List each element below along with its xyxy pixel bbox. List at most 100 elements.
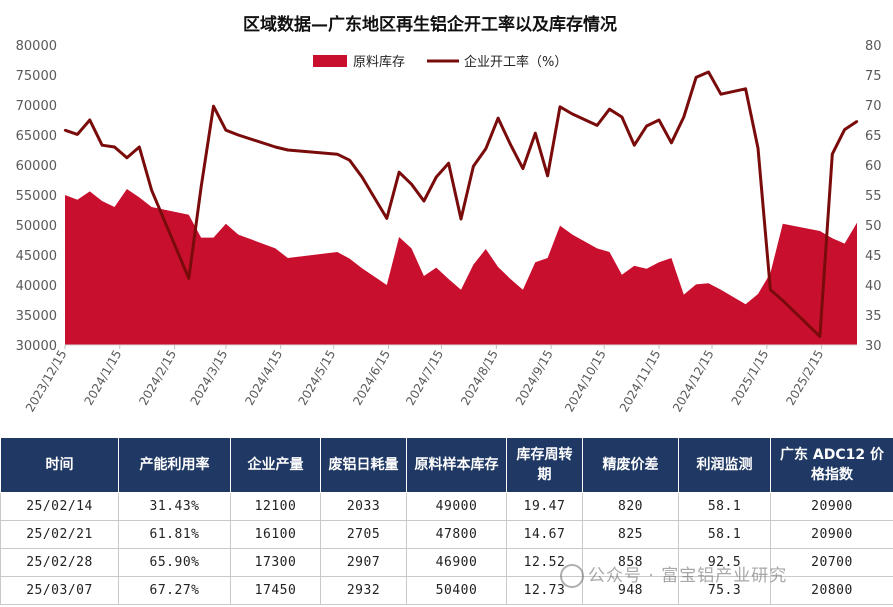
- right-axis-tick-label: 80: [865, 39, 882, 54]
- table-cell: 67.27%: [118, 576, 231, 605]
- header-raw-material-inventory: 原料样本库存: [406, 437, 507, 493]
- table-cell: 948: [582, 576, 679, 605]
- utilization-point: [422, 199, 426, 203]
- data-table-area: 时间 产能利用率 企业产量 废铝日耗量 原料样本库存 库存周转期 精废价差 利润…: [0, 437, 893, 607]
- plot-area: 80000 75000 70000 65000 60000 55000 50000 45000…: [16, 39, 882, 414]
- legend-swatch-inventory: [313, 55, 347, 67]
- utilization-point: [385, 217, 388, 220]
- utilization-point: [595, 124, 599, 127]
- utilization-point: [435, 175, 438, 179]
- chart-area: 区域数据—广东地区再生铝企开工率以及库存情况 原料库存 企业开工率（%） 800…: [16, 14, 882, 414]
- x-axis-tick-label: 2025/2/15: [783, 348, 826, 408]
- utilization-point: [397, 171, 401, 174]
- table-cell: 2932: [320, 576, 407, 605]
- table-cell: 16100: [230, 520, 321, 549]
- x-axis-tick-label: 2024/12/15: [670, 348, 717, 415]
- left-axis-tick-label: 50000: [16, 219, 57, 234]
- x-axis-tick-label: 2024/2/15: [136, 348, 179, 408]
- utilization-point: [843, 128, 846, 131]
- header-output: 企业产量: [230, 437, 321, 493]
- utilization-point: [484, 147, 487, 150]
- utilization-point: [719, 93, 723, 96]
- header-inventory-turnover: 库存周转期: [506, 437, 583, 493]
- utilization-point: [150, 189, 153, 192]
- right-axis-tick-label: 30: [865, 339, 882, 354]
- utilization-point: [125, 156, 129, 159]
- data-table: 时间 产能利用率 企业产量 废铝日耗量 原料样本库存 库存周转期 精废价差 利润…: [0, 437, 893, 605]
- utilization-point: [360, 175, 364, 179]
- x-axis-tick-label: 2024/4/15: [242, 348, 285, 408]
- right-axis-tick-label: 55: [865, 189, 882, 204]
- table-cell: 58.1: [678, 520, 771, 549]
- utilization-point: [509, 143, 512, 146]
- table-cell: 12.73: [506, 576, 583, 605]
- utilization-point: [138, 145, 141, 149]
- utilization-point: [286, 148, 289, 152]
- utilization-point: [694, 76, 698, 79]
- utilization-point: [546, 174, 549, 177]
- utilization-point: [472, 165, 475, 168]
- utilization-point: [496, 117, 500, 120]
- right-axis-tick-label: 45: [865, 249, 882, 264]
- table-header-row: 时间 产能利用率 企业产量 废铝日耗量 原料样本库存 库存周转期 精废价差 利润…: [0, 437, 893, 493]
- header-profit-monitor: 利润监测: [678, 437, 771, 493]
- utilization-point: [620, 115, 624, 119]
- utilization-point: [645, 124, 648, 128]
- table-cell: 825: [582, 520, 679, 549]
- table-cell: 25/02/14: [0, 492, 119, 521]
- table-cell: 14.67: [506, 520, 583, 549]
- utilization-point: [224, 129, 228, 132]
- x-axis-tick-label: 2024/6/15: [350, 348, 393, 408]
- table-cell: 61.81%: [118, 520, 231, 549]
- inventory-area: [65, 189, 857, 345]
- utilization-point: [831, 152, 834, 156]
- utilization-point: [855, 120, 859, 123]
- table-cell: 50400: [406, 576, 507, 605]
- x-axis-tick-label: 2025/1/15: [729, 348, 772, 408]
- utilization-point: [521, 167, 525, 170]
- table-cell: 820: [582, 492, 679, 521]
- utilization-point: [558, 105, 562, 109]
- table-cell: 12.52: [506, 548, 583, 577]
- x-axis-tick-label: 2024/1/15: [82, 348, 125, 408]
- table-cell: 20900: [770, 520, 893, 549]
- table-cell: 49000: [406, 492, 507, 521]
- table-cell: 65.90%: [118, 548, 231, 577]
- utilization-point: [410, 183, 413, 186]
- table-cell: 75.3: [678, 576, 771, 605]
- table-row: 25/03/07 67.27% 17450 2932 50400 12.73 9…: [0, 576, 893, 605]
- utilization-point: [657, 118, 661, 122]
- table-row: 25/02/21 61.81% 16100 2705 47800 14.67 8…: [0, 520, 893, 549]
- table-cell: 17300: [230, 548, 321, 577]
- utilization-point: [769, 288, 772, 291]
- table-cell: 2033: [320, 492, 407, 521]
- chart-svg: 区域数据—广东地区再生铝企开工率以及库存情况 原料库存 企业开工率（%） 800…: [16, 14, 882, 414]
- right-axis-tick-label: 75: [865, 69, 882, 84]
- utilization-point: [76, 133, 79, 136]
- table-cell: 12100: [230, 492, 321, 521]
- x-axis-tick-label: 2024/8/15: [458, 348, 501, 408]
- utilization-point: [199, 186, 203, 189]
- utilization-point: [100, 144, 104, 147]
- left-axis-tick-label: 75000: [16, 69, 57, 84]
- table-cell: 46900: [406, 548, 507, 577]
- table-cell: 47800: [406, 520, 507, 549]
- legend-label-inventory: 原料库存: [353, 54, 405, 70]
- right-axis-tick-label: 35: [865, 309, 882, 324]
- chart-title: 区域数据—广东地区再生铝企开工率以及库存情况: [243, 14, 617, 35]
- utilization-point: [756, 147, 760, 150]
- utilization-point: [237, 133, 240, 137]
- legend-label-rate: 企业开工率（%）: [464, 54, 567, 70]
- utilization-point: [818, 335, 822, 338]
- table-row: 25/02/28 65.90% 17300 2907 46900 12.52 8…: [0, 548, 893, 577]
- header-daily-scrap-consumption: 废铝日耗量: [320, 437, 407, 493]
- utilization-point: [571, 112, 574, 116]
- left-axis-tick-label: 55000: [16, 189, 57, 204]
- left-axis-tick-label: 60000: [16, 159, 57, 174]
- table-cell: 92.5: [678, 548, 771, 577]
- table-cell: 858: [582, 548, 679, 577]
- x-axis-tick-label: 2024/11/15: [617, 348, 664, 415]
- utilization-point: [187, 277, 190, 280]
- utilization-point: [63, 129, 67, 132]
- x-axis-tick-label: 2024/9/15: [513, 348, 556, 408]
